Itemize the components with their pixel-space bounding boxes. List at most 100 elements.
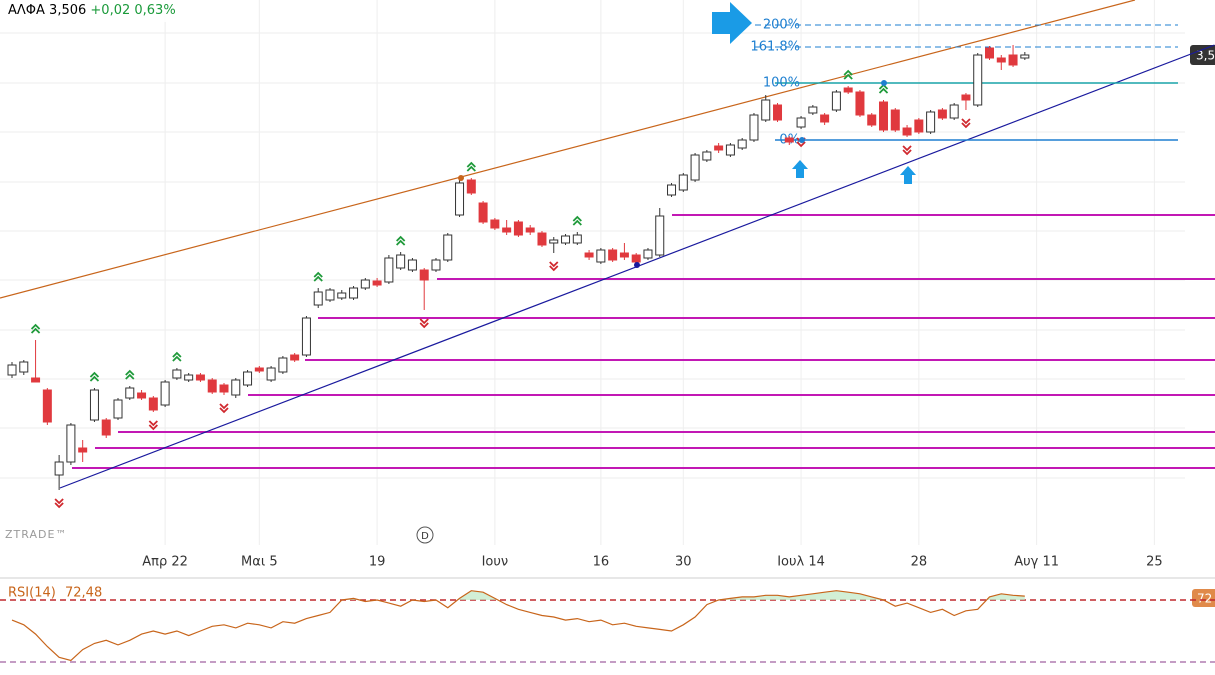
candle-body [290, 354, 300, 361]
candle-body [808, 106, 818, 114]
rsi-name: RSI(14) [8, 586, 56, 601]
candle-body [843, 87, 853, 93]
candle-body [549, 239, 559, 244]
signal-high [843, 69, 853, 80]
candle-body [949, 104, 959, 119]
candle-body [985, 47, 995, 59]
candle-body [101, 419, 111, 436]
rsi-tag-label: 72 [1197, 592, 1212, 606]
candle-body [254, 367, 264, 372]
watermark: ZTRADE™ [5, 528, 67, 541]
candle-body [937, 109, 947, 119]
candle-body [137, 392, 147, 399]
pointer-arrow [712, 2, 752, 44]
candle-body [914, 119, 924, 133]
candle-body [455, 182, 465, 216]
candle-body [172, 369, 182, 379]
candle-body [714, 145, 724, 151]
signal-high [313, 271, 323, 282]
candle-body [31, 377, 41, 383]
candle-body [396, 254, 406, 269]
candle-body [266, 367, 276, 381]
candle-body [42, 389, 52, 423]
price-tag-label: 3,5 [1196, 49, 1215, 63]
anchor-dot [799, 137, 805, 143]
x-tick-label: 28 [911, 555, 928, 570]
candle-body [431, 259, 441, 271]
candle-body [737, 139, 747, 149]
symbol-header: ΑΛΦΑ 3,506 +0,02 0,63% [0, 0, 184, 22]
rsi-tag [1192, 589, 1215, 607]
candle-body [89, 389, 99, 421]
candle-body [231, 379, 241, 396]
signal-low [419, 318, 429, 329]
candle-body [313, 291, 323, 306]
candle-body [631, 254, 641, 263]
rsi-overbought-fill [341, 590, 1025, 600]
candle-body [466, 179, 476, 194]
x-tick-label: Μαι 5 [241, 555, 278, 570]
candle-body [349, 287, 359, 299]
candle-body [478, 202, 488, 223]
blue-arrow [900, 166, 916, 184]
candle-body [360, 279, 370, 289]
candle-body [890, 109, 900, 131]
candle-body [667, 184, 677, 196]
candle-body [66, 424, 76, 463]
candle-body [54, 461, 64, 476]
candle-body [867, 114, 877, 126]
change: +0,02 0,63% [90, 3, 176, 18]
fib-label: 161.8% [750, 40, 800, 55]
candle-body [7, 364, 17, 376]
candle-body [502, 227, 512, 233]
signal-high [172, 351, 182, 362]
candle-body [407, 259, 417, 271]
signal-high [878, 83, 889, 94]
rsi-value: 72,48 [65, 586, 102, 601]
candle-body [643, 249, 653, 259]
candle-body [831, 91, 841, 111]
signal-high [466, 161, 476, 172]
candle-body [855, 91, 865, 116]
signal-low [902, 145, 912, 156]
anchor-dot [458, 175, 464, 181]
candle-body [773, 104, 783, 121]
x-tick-label: 19 [369, 555, 386, 570]
candle-body [243, 371, 253, 386]
candle-body [996, 57, 1006, 63]
x-tick-label: Αυγ 11 [1014, 555, 1059, 570]
signal-low [549, 261, 559, 272]
signal-high [89, 371, 100, 382]
candle-body [113, 399, 123, 419]
signal-low [54, 498, 64, 509]
candle-body [525, 227, 535, 233]
candle-body [419, 269, 429, 281]
signal-high [30, 323, 41, 334]
candle-body [584, 252, 594, 258]
candle-body [761, 99, 771, 121]
candle-body [879, 101, 889, 131]
candle-body [78, 447, 88, 453]
signal-low [148, 420, 158, 431]
rsi-line [11, 590, 1025, 662]
fib-label: 100% [763, 76, 800, 91]
candle-body [961, 94, 971, 101]
trendline [0, 0, 1136, 299]
candle-body [195, 374, 205, 381]
x-tick-label: 16 [593, 555, 610, 570]
x-tick-label: Ιουν [482, 555, 509, 570]
candle-body [690, 154, 700, 181]
candle-body [160, 381, 170, 406]
candle-body [572, 234, 582, 244]
candle-body [596, 249, 606, 263]
interval-badge[interactable] [416, 526, 434, 544]
signal-high [396, 235, 406, 246]
candle-body [619, 252, 629, 258]
interval-label[interactable]: D [421, 531, 429, 542]
candle-body [513, 221, 523, 236]
candle-body [490, 219, 500, 229]
signal-high [125, 369, 135, 380]
candle-body [926, 111, 936, 133]
